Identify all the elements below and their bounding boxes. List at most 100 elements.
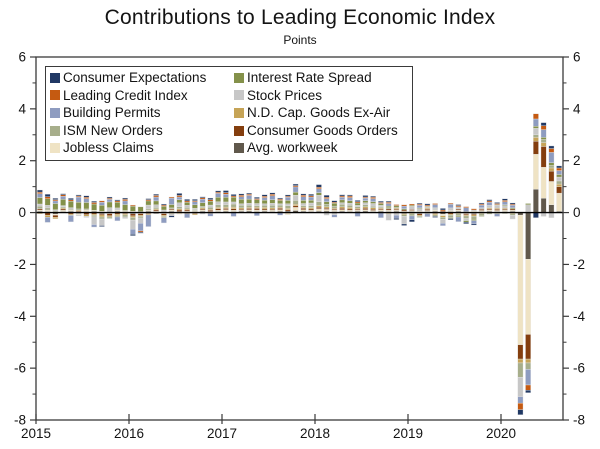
- bar-segment: [223, 192, 229, 195]
- bar-segment: [75, 194, 82, 197]
- bar-segment: [60, 208, 66, 211]
- bar-segment: [370, 205, 376, 208]
- bar-segment: [401, 205, 407, 209]
- bar-segment: [525, 212, 531, 260]
- bar-segment: [269, 193, 276, 196]
- bar-segment: [254, 197, 260, 199]
- bar-segment: [316, 201, 322, 206]
- bar-segment: [261, 203, 268, 206]
- bar-segment: [114, 213, 121, 216]
- bar-segment: [362, 209, 369, 212]
- bar-segment: [176, 195, 183, 198]
- bar-segment: [114, 216, 121, 222]
- bar-segment: [300, 195, 307, 197]
- bar-segment: [137, 213, 144, 216]
- bar-segment: [60, 196, 66, 200]
- bar-segment: [308, 208, 314, 211]
- bar-segment: [331, 203, 338, 207]
- y-tick-label-left: -2: [14, 257, 26, 272]
- bar-segment: [339, 194, 345, 197]
- bar-segment: [385, 210, 392, 212]
- bar-segment: [207, 206, 214, 210]
- bar-segment: [385, 207, 392, 210]
- legend-item: Consumer Expectations: [50, 69, 230, 87]
- bar-segment: [261, 205, 268, 208]
- bar-segment: [548, 145, 555, 149]
- bar-segment: [548, 204, 555, 213]
- bar-segment: [44, 209, 51, 212]
- bar-segment: [447, 214, 454, 218]
- bar-segment: [161, 214, 167, 217]
- bar-segment: [323, 197, 330, 199]
- bar-segment: [447, 204, 454, 209]
- bar-segment: [533, 134, 539, 138]
- bar-segment: [130, 204, 136, 207]
- bar-segment: [130, 205, 136, 212]
- bar-segment: [68, 198, 74, 201]
- legend-swatch-icon: [50, 125, 60, 136]
- bar-segment: [37, 203, 43, 207]
- bar-segment: [285, 194, 291, 197]
- bar-segment: [409, 215, 415, 221]
- bar-segment: [347, 208, 353, 211]
- bar-segment: [548, 170, 555, 182]
- bar-segment: [401, 214, 407, 217]
- bar-segment: [354, 200, 361, 202]
- bar-segment: [455, 206, 462, 210]
- bar-segment: [153, 207, 159, 210]
- x-tick-label: 2016: [114, 426, 144, 441]
- bar-segment: [471, 220, 477, 224]
- bar-segment: [60, 194, 66, 197]
- bar-segment: [292, 205, 299, 208]
- bar-segment: [261, 197, 268, 201]
- bar-segment: [517, 377, 524, 397]
- bar-segment: [525, 358, 531, 364]
- bar-segment: [556, 180, 562, 185]
- bar-segment: [199, 202, 206, 207]
- bar-segment: [556, 183, 562, 187]
- bar-segment: [416, 213, 423, 216]
- bar-segment: [199, 209, 206, 212]
- bar-segment: [323, 206, 330, 209]
- bar-segment: [161, 209, 167, 212]
- bar-segment: [168, 209, 175, 212]
- chart-title: Contributions to Leading Economic Index: [104, 6, 496, 29]
- bar-segment: [176, 202, 183, 207]
- bar-segment: [316, 192, 322, 196]
- bar-segment: [99, 225, 105, 227]
- bar-segment: [161, 203, 167, 206]
- bar-segment: [75, 196, 82, 203]
- bar-segment: [447, 203, 454, 205]
- bar-segment: [525, 362, 531, 370]
- bar-segment: [354, 205, 361, 207]
- bar-segment: [517, 344, 524, 360]
- bar-segment: [44, 214, 51, 218]
- bar-segment: [230, 197, 237, 203]
- bar-segment: [52, 199, 59, 202]
- bar-segment: [230, 195, 237, 198]
- bar-segment: [347, 195, 353, 198]
- bar-segment: [44, 193, 51, 197]
- bar-segment: [432, 213, 438, 216]
- bar-segment: [261, 208, 268, 211]
- bar-segment: [246, 192, 252, 195]
- bar-segment: [471, 216, 477, 220]
- bar-segment: [106, 207, 113, 212]
- bar-segment: [184, 205, 190, 208]
- bar-segment: [440, 217, 446, 220]
- bar-segment: [533, 118, 539, 127]
- bar-segment: [68, 199, 74, 202]
- bar-segment: [99, 202, 105, 206]
- y-tick-label-left: 4: [18, 101, 26, 116]
- bar-segment: [292, 191, 299, 196]
- bar-segment: [254, 209, 260, 212]
- bar-segment: [486, 209, 493, 212]
- bar-segment: [432, 216, 438, 218]
- legend-swatch-icon: [50, 107, 60, 118]
- bar-segment: [145, 198, 152, 200]
- bar-segment: [246, 195, 252, 200]
- bar-segment: [254, 208, 260, 211]
- bar-segment: [308, 199, 314, 204]
- bar-segment: [37, 193, 43, 198]
- bar-segment: [230, 206, 237, 209]
